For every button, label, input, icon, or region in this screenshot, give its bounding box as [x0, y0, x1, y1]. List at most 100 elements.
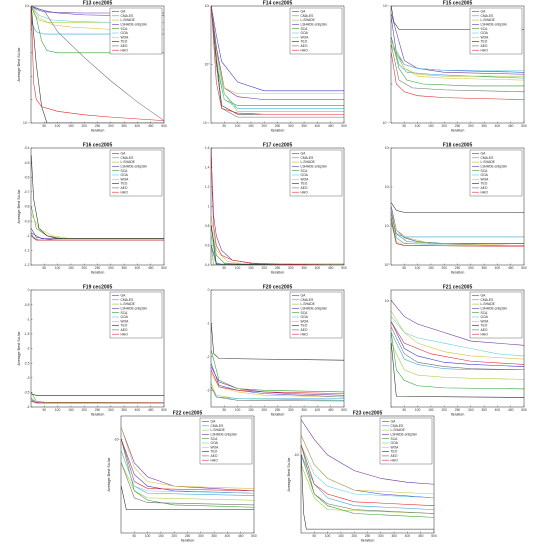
x-tick-label: 300 — [378, 534, 384, 538]
legend-entry: AEO — [391, 454, 398, 458]
legend-entry: LSHADE-cnEpSin — [211, 433, 238, 437]
legend-entry: SCA — [301, 169, 309, 173]
x-tick-label: 250 — [95, 266, 101, 270]
x-tick-label: 500 — [341, 408, 347, 412]
x-tick-label: 350 — [481, 408, 487, 412]
chart-panel: 50 100 150 200 250 300 350 400 450 500 10¹ F21 cec2… — [360, 284, 537, 418]
series-line — [31, 6, 164, 121]
x-tick-label: 50 — [42, 266, 46, 270]
series-line — [391, 218, 524, 247]
legend-entry: L-SHADE — [301, 302, 316, 306]
series-line — [121, 427, 254, 492]
x-tick-label: 450 — [508, 266, 514, 270]
x-tick-label: 50 — [222, 124, 226, 128]
x-tick-label: 100 — [415, 408, 421, 412]
legend-entry: GOA — [481, 173, 489, 177]
y-tick-label: 10⁻¹ — [383, 4, 390, 8]
legend-entry: GA — [391, 420, 397, 424]
y-tick-label: -3 — [27, 376, 30, 380]
x-tick-label: 350 — [481, 124, 487, 128]
legend-entry: GA — [481, 10, 487, 14]
x-tick-label: 200 — [81, 408, 87, 412]
y-tick-label: 0 — [28, 288, 30, 292]
series-line — [301, 464, 434, 514]
series-line — [211, 245, 344, 265]
series-line — [121, 439, 254, 492]
legend-entry: CMA-ES — [481, 298, 495, 302]
x-tick-label: 300 — [468, 408, 474, 412]
x-tick-label: 450 — [508, 408, 514, 412]
series-line — [391, 37, 524, 87]
series-line — [391, 214, 524, 244]
y-tick-label: -10¹ — [294, 453, 301, 457]
y-tick-label: 1.2 — [205, 185, 210, 189]
x-tick-label: 100 — [55, 266, 61, 270]
legend-entry: WOA — [481, 177, 490, 181]
x-axis-label: Iteration — [91, 129, 105, 133]
legend-entry: GA — [301, 10, 307, 14]
y-tick-label: -0.7 — [24, 190, 30, 194]
x-tick-label: 100 — [55, 408, 61, 412]
y-tick-label: -3.5 — [24, 391, 30, 395]
legend-entry: AEO — [211, 454, 218, 458]
legend-entry: SCA — [481, 169, 489, 173]
x-tick-label: 350 — [391, 534, 397, 538]
x-tick-label: 300 — [288, 124, 294, 128]
chart-title: F15 cec2005 — [443, 1, 473, 7]
legend-entry: GA — [301, 294, 307, 298]
legend-entry: HHO — [391, 458, 399, 462]
legend: GACMA-ESL-SHADELSHADE-cnEpSinSCAGOAWOATE… — [199, 417, 253, 465]
series-line — [391, 37, 524, 79]
chart-svg: 50 100 150 200 250 300 350 400 450 500 10⁻⁴ 10⁻¹ F15… — [383, 1, 527, 133]
x-tick-label: 350 — [211, 534, 217, 538]
series-line — [391, 321, 524, 365]
chart-svg: 50 100 150 200 250 300 350 400 450 500 0.4 0.6 0.8 1 1… — [205, 143, 347, 275]
x-tick-label: 300 — [288, 266, 294, 270]
legend-entry: L-SHADE — [481, 160, 496, 164]
x-tick-label: 400 — [495, 124, 501, 128]
chart-panel: 50 100 150 200 250 300 350 400 450 500 10⁻¹ 10⁰ 10¹ F… — [180, 0, 360, 134]
series-line — [211, 148, 344, 265]
legend-entry: SCA — [121, 169, 129, 173]
legend: GACMA-ESL-SHADELSHADE-cnEpSinSCAGOAWOATE… — [109, 7, 163, 55]
x-tick-label: 250 — [275, 266, 281, 270]
legend-entry: GA — [301, 152, 307, 156]
chart-panel: 50 100 150 200 250 300 350 400 450 500 -10¹ F23 cec… — [270, 410, 450, 544]
legend-entry: WOA — [121, 177, 130, 181]
x-tick-label: 300 — [108, 266, 114, 270]
legend: GACMA-ESL-SHADELSHADE-cnEpSinSCAGOAWOATE… — [379, 417, 433, 465]
chart-title: F16 cec2005 — [83, 143, 113, 149]
x-tick-label: 300 — [108, 124, 114, 128]
chart-title: F13 cec2005 — [83, 1, 113, 7]
legend-entry: HHO — [301, 332, 309, 336]
chart-svg: 50 100 150 200 250 300 350 400 450 500 -10¹ F22 cec… — [107, 411, 257, 543]
series-line — [31, 155, 164, 239]
x-axis-label: Iteration — [91, 413, 105, 417]
x-tick-label: 50 — [312, 534, 316, 538]
x-tick-label: 150 — [338, 534, 344, 538]
chart-title: F18 cec2005 — [443, 143, 473, 149]
y-tick-label: 10⁻⁴ — [383, 121, 390, 125]
chart-title: F14 cec2005 — [263, 1, 293, 7]
legend-entry: SCA — [481, 311, 489, 315]
legend-entry: CMA-ES — [121, 156, 135, 160]
y-tick-label: 10¹ — [385, 299, 391, 303]
series-line — [31, 6, 164, 14]
series-line — [121, 462, 254, 501]
legend-entry: SCA — [121, 311, 129, 315]
y-axis-label: Average Best So-far — [17, 189, 21, 224]
legend-entry: AEO — [121, 44, 128, 48]
legend-entry: TEO — [481, 182, 488, 186]
series-line — [391, 44, 524, 77]
x-tick-label: 100 — [235, 266, 241, 270]
series-line — [121, 439, 254, 494]
legend-entry: TEO — [211, 450, 218, 454]
legend-entry: WOA — [481, 35, 490, 39]
series-line — [391, 311, 524, 360]
y-tick-label: -2 — [207, 355, 210, 359]
series-line — [211, 6, 344, 95]
chart-panel: 50 100 150 200 250 300 350 400 450 500 -4 -3.5 -3 -2.… — [0, 284, 180, 418]
y-tick-label: 10⁻³ — [23, 121, 30, 125]
x-tick-label: 200 — [261, 124, 267, 128]
y-tick-label: -2 — [27, 347, 30, 351]
